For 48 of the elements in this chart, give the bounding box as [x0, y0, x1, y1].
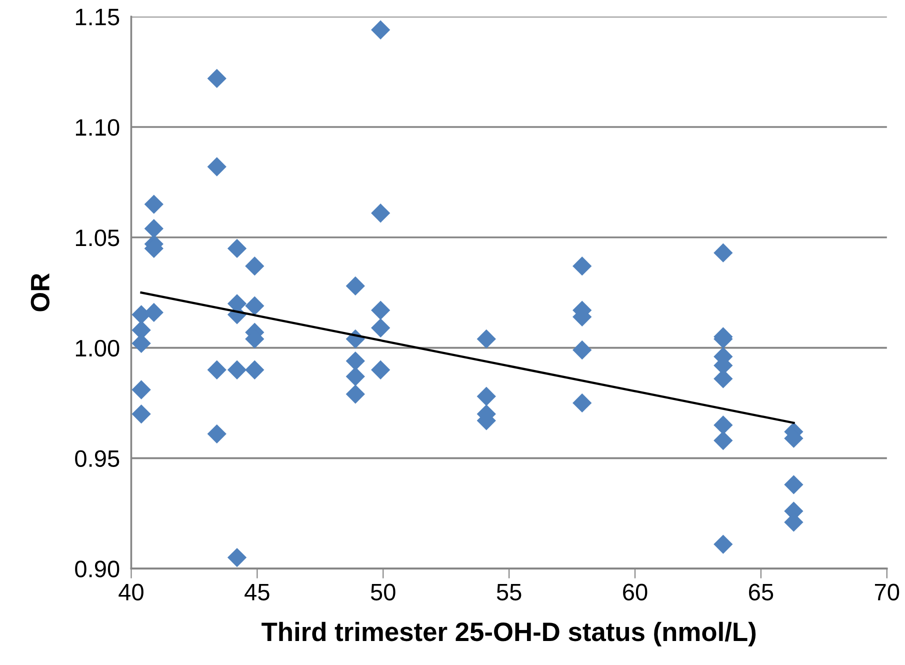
- point: [132, 404, 151, 424]
- point: [346, 384, 365, 404]
- point: [346, 276, 365, 296]
- point: [245, 296, 264, 316]
- y-axis-title: OR: [30, 273, 50, 312]
- y-tick-label: 1.15: [76, 8, 120, 26]
- point: [346, 351, 365, 371]
- point: [245, 360, 264, 380]
- point: [476, 386, 496, 406]
- point: [714, 243, 733, 262]
- point: [572, 340, 592, 360]
- point: [207, 157, 226, 176]
- x-tick-label: 60: [623, 584, 648, 600]
- point: [346, 366, 365, 386]
- point: [207, 68, 226, 88]
- x-axis-title: Third trimester 25-OH-D status (nmol/L): [262, 622, 756, 646]
- point: [714, 430, 733, 450]
- point: [371, 20, 390, 40]
- point: [144, 219, 164, 238]
- x-tick-label: 50: [370, 584, 396, 600]
- point: [784, 475, 804, 494]
- x-tick-label: 65: [749, 584, 774, 600]
- point: [572, 256, 592, 276]
- point: [207, 360, 226, 380]
- point: [227, 548, 247, 568]
- point: [371, 300, 390, 320]
- point: [371, 318, 390, 338]
- point: [227, 238, 247, 258]
- point: [207, 424, 226, 444]
- y-tick-label: 0.95: [75, 450, 120, 467]
- point: [714, 415, 733, 435]
- y-tick-label: 1.10: [76, 119, 120, 136]
- y-tick-label: 0.90: [75, 560, 120, 578]
- y-tick-label: 1.00: [76, 340, 120, 357]
- point: [371, 360, 390, 380]
- point: [227, 360, 247, 380]
- point: [132, 380, 151, 400]
- point: [371, 204, 390, 223]
- x-tick-label: 45: [244, 584, 270, 600]
- point: [476, 329, 496, 349]
- point: [572, 393, 592, 413]
- y-tick-label: 1.05: [76, 229, 120, 246]
- x-tick-label: 70: [874, 584, 900, 600]
- x-tick-label: 40: [118, 584, 144, 600]
- point: [714, 534, 733, 554]
- point: [144, 194, 164, 214]
- x-tick-label: 55: [496, 584, 522, 600]
- point: [245, 256, 264, 276]
